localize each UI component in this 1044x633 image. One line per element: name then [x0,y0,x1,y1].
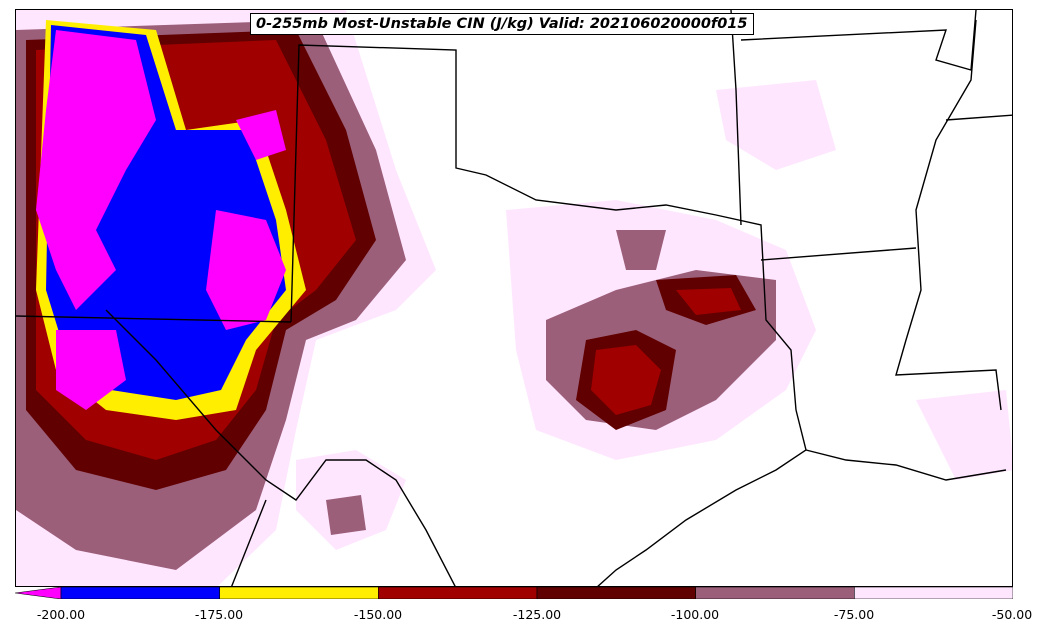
colorbar-tick-label: -125.00 [512,607,562,622]
colorbar-tick-label: -50.00 [991,607,1033,622]
colorbar [15,587,1013,599]
colorbar-bin [378,587,538,599]
colorbar-bin [15,587,62,599]
colorbar-bin [536,587,696,599]
colorbar-tick-label: -150.00 [353,607,403,622]
colorbar-tick-label: -75.00 [833,607,875,622]
colorbar-tick-label: -175.00 [194,607,244,622]
cin-field-magenta [36,30,286,410]
colorbar-tick-label: -100.00 [670,607,720,622]
colorbar-bin [695,587,855,599]
colorbar-bin [219,587,379,599]
cin-map [15,9,1013,587]
colorbar-tick-label: -200.00 [36,607,86,622]
map-title: 0-255mb Most-Unstable CIN (J/kg) Valid: … [250,13,754,35]
state-boundaries [16,10,1012,586]
cin-map-canvas [16,10,1012,586]
colorbar-bin [854,587,1013,599]
colorbar-bin [60,587,220,599]
